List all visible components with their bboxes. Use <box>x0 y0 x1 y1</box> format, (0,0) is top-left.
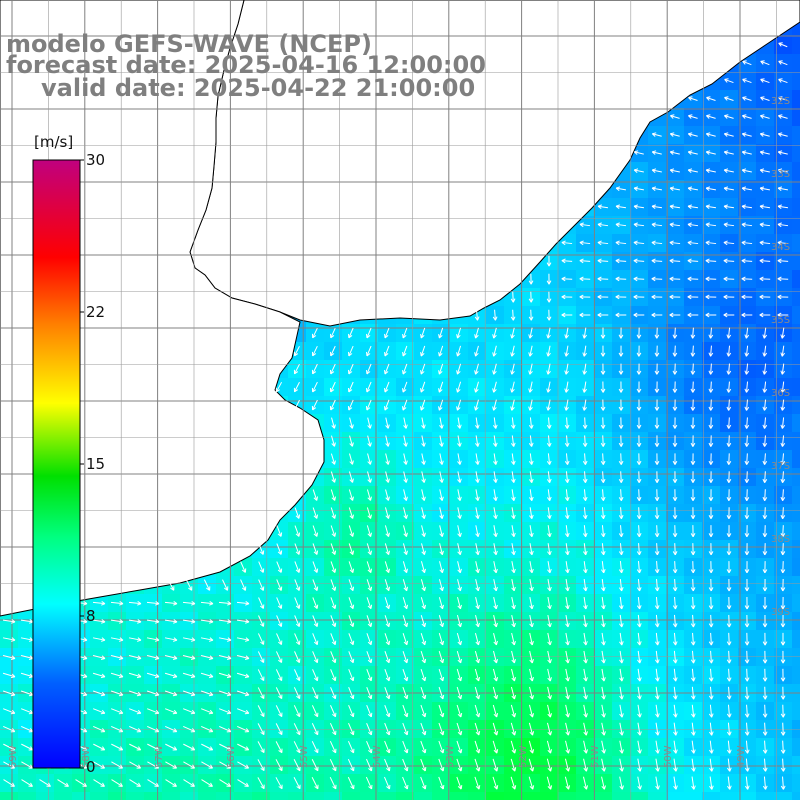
land-area <box>0 0 800 617</box>
lat-label: 33S <box>771 169 790 180</box>
colorbar-tick-15: 15 <box>86 455 106 473</box>
lon-label: 51W <box>590 745 601 768</box>
lon-label: 55W <box>299 745 310 768</box>
lon-label: 56W <box>226 745 237 768</box>
lat-label: 37S <box>771 461 790 472</box>
valid-date: valid date: 2025-04-22 21:00:00 <box>41 74 476 102</box>
latitude-labels: 32S 33S 34S 35S 36S 37S 38S 39S <box>771 96 790 618</box>
wind-vectors <box>2 42 789 790</box>
lon-label: 49W <box>736 745 747 768</box>
lat-label: 36S <box>771 388 790 399</box>
lat-label: 38S <box>771 534 790 545</box>
model-title: modelo GEFS-WAVE (NCEP) <box>6 30 372 58</box>
lon-label: 53W <box>445 745 456 768</box>
lat-label: 39S <box>771 607 790 618</box>
colorbar-tick-0: 0 <box>86 758 96 776</box>
lon-label: 58W <box>81 745 92 768</box>
colorbar-tick-8: 8 <box>86 607 96 625</box>
lat-label: 32S <box>771 96 790 107</box>
colorbar-tick-30: 30 <box>86 151 106 169</box>
lon-label: 50W <box>663 745 674 768</box>
colorbar-tick-22: 22 <box>86 303 106 321</box>
lat-label: 35S <box>771 315 790 326</box>
colorbar-units: [m/s] <box>34 133 74 151</box>
lat-label: 34S <box>771 242 790 253</box>
forecast-date: forecast date: 2025-04-16 12:00:00 <box>6 51 486 79</box>
longitude-labels: 59W 58W 57W 56W 55W 54W 53W 52W 51W 50W 49W <box>8 745 747 768</box>
lon-label: 52W <box>518 745 529 768</box>
coastline-south <box>0 0 325 617</box>
colorbar <box>32 159 84 769</box>
lon-label: 59W <box>8 745 19 768</box>
lon-label: 54W <box>372 745 383 768</box>
lon-label: 57W <box>154 745 165 768</box>
